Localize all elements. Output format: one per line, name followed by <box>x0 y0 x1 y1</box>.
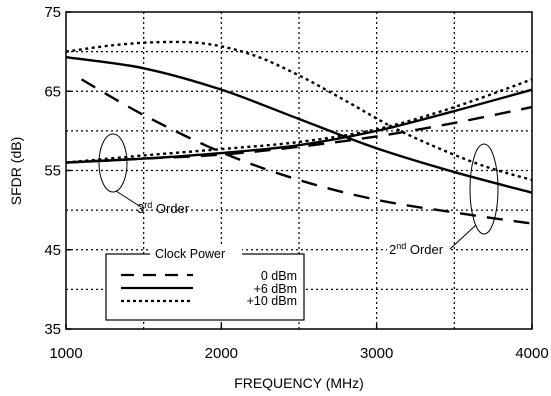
y-tick-label: 35 <box>44 321 61 338</box>
third-order-label: 3rd Order <box>137 200 190 216</box>
second-order-leader <box>449 224 477 250</box>
x-tick-label: 4000 <box>515 345 548 362</box>
series-line-10dbm-3rd-order <box>65 78 533 164</box>
third-order-annotation: 3rd Order <box>98 133 190 216</box>
legend-label-0dbm: 0 dBm <box>261 269 297 283</box>
x-tick-label: 3000 <box>360 345 393 362</box>
series-line-6dbm-3rd-order <box>65 88 533 164</box>
second-order-annotation: 2nd Order <box>387 143 499 257</box>
y-axis-label: SFDR (dB) <box>8 137 24 205</box>
series-line-0dbm-3rd-order <box>65 105 533 164</box>
series-lines <box>65 40 533 225</box>
y-tick-label: 75 <box>44 4 61 21</box>
legend: Clock Power 0 dBm +6 dBm +10 dBm <box>105 245 305 321</box>
x-tick-label: 1000 <box>49 345 82 362</box>
legend-label-6dbm: +6 dBm <box>254 282 297 296</box>
y-tick-label: 45 <box>44 242 61 259</box>
x-axis-label: FREQUENCY (MHz) <box>234 375 364 391</box>
series-line-10dbm-2nd-order <box>65 40 533 182</box>
second-order-label: 2nd Order <box>389 241 444 257</box>
series-line-6dbm-2nd-order <box>65 55 533 194</box>
legend-label-10dbm: +10 dBm <box>247 294 297 308</box>
y-tick-label: 55 <box>44 163 61 180</box>
axis-ticks: 35 45 55 65 75 1000 2000 3000 4000 <box>44 4 548 362</box>
second-order-ellipse <box>469 143 499 235</box>
legend-title: Clock Power <box>155 247 225 261</box>
x-tick-label: 2000 <box>205 345 238 362</box>
third-order-ellipse <box>98 133 128 193</box>
legend-title-bg <box>150 245 242 261</box>
third-order-leader <box>115 190 142 208</box>
y-tick-label: 65 <box>44 83 61 100</box>
second-order-label-bg <box>387 240 449 256</box>
